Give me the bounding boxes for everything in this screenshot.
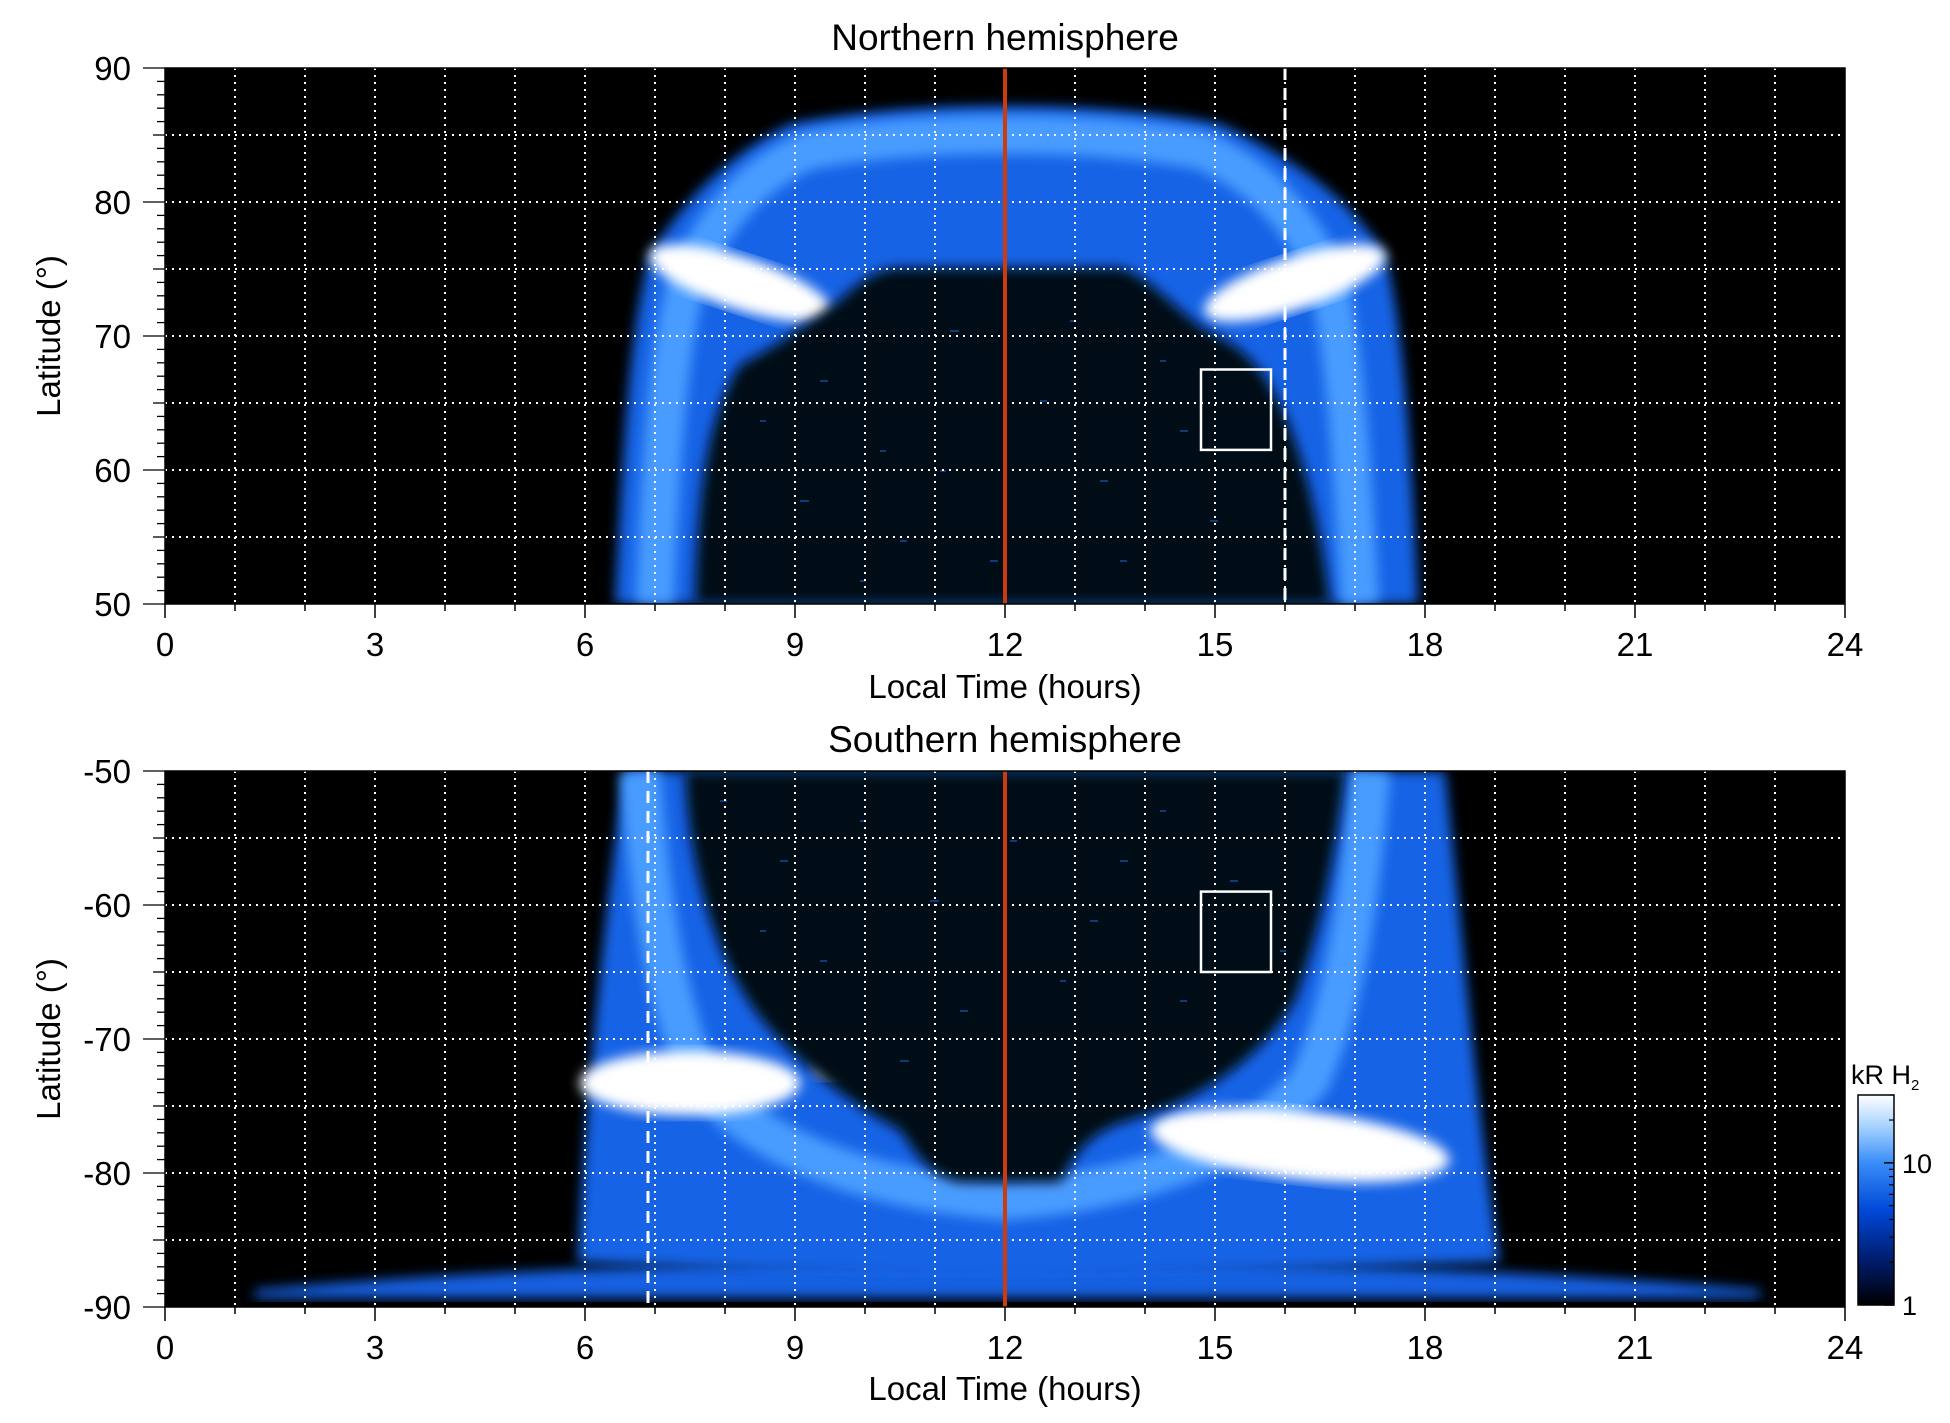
x-tick-label: 15: [1197, 626, 1234, 663]
x-tick-label: 18: [1407, 626, 1444, 663]
north-axes: 0 3 6 9 12 15 18 21 24 50 60 70 80 90: [94, 50, 1863, 663]
y-tick-label: 70: [94, 318, 131, 355]
x-tick-label: 6: [576, 1329, 594, 1366]
x-tick-label: 12: [987, 1329, 1024, 1366]
x-tick-label: 9: [786, 626, 804, 663]
south-polar-band: [255, 1260, 1760, 1298]
y-tick-label: -70: [83, 1021, 131, 1058]
y-tick-label: -50: [83, 753, 131, 790]
south-title: Southern hemisphere: [828, 719, 1182, 760]
north-title: Northern hemisphere: [831, 17, 1179, 58]
south-core-noise: [720, 800, 1286, 1062]
x-tick-label: 18: [1407, 1329, 1444, 1366]
south-axes: 0 3 6 9 12 15 18 21 24 -50 -60 -70 -80 -90: [83, 753, 1863, 1366]
y-tick-label: 60: [94, 452, 131, 489]
x-tick-label: 6: [576, 626, 594, 663]
north-aurora-emission: [615, 106, 1418, 604]
north-panel: Northern hemisphere: [30, 17, 1863, 705]
region-box: [1199, 890, 1273, 974]
y-tick-label: 80: [94, 184, 131, 221]
x-tick-label: 0: [156, 1329, 174, 1366]
north-dark-core: [695, 268, 1330, 604]
y-tick-label: 90: [94, 50, 131, 87]
north-bright-arc-dawn: [649, 244, 831, 322]
y-tick-label: -80: [83, 1155, 131, 1192]
south-bright-arc-dusk: [1150, 1107, 1450, 1183]
x-tick-label: 3: [366, 626, 384, 663]
north-y-axis-label: Latitude (°): [30, 255, 67, 417]
colorbar-gradient: [1857, 1094, 1895, 1306]
south-x-axis-label: Local Time (hours): [868, 1370, 1141, 1407]
colorbar-tick-label: 10: [1902, 1149, 1932, 1179]
south-y-axis-label: Latitude (°): [30, 958, 67, 1120]
south-markers: [646, 771, 1273, 1307]
x-tick-label: 15: [1197, 1329, 1234, 1366]
y-tick-label: -90: [83, 1289, 131, 1326]
y-tick-label: -60: [83, 887, 131, 924]
x-tick-label: 24: [1827, 1329, 1864, 1366]
south-panel: Southern hemisphere: [30, 719, 1863, 1407]
x-tick-label: 3: [366, 1329, 384, 1366]
north-x-axis-label: Local Time (hours): [868, 668, 1141, 705]
south-bright-arc-dawn: [580, 1051, 800, 1115]
x-tick-label: 21: [1617, 1329, 1654, 1366]
x-tick-label: 24: [1827, 626, 1864, 663]
x-tick-label: 9: [786, 1329, 804, 1366]
colorbar-ticks: 1 10: [1884, 1094, 1932, 1321]
colorbar-label-subscript: 2: [1911, 1077, 1919, 1094]
y-tick-label: 50: [94, 586, 131, 623]
x-tick-label: 21: [1617, 626, 1654, 663]
region-box: [1199, 368, 1273, 452]
colorbar-label: kR H2: [1851, 1060, 1919, 1094]
north-bright-arc-dusk: [1204, 244, 1386, 322]
x-tick-label: 12: [987, 626, 1024, 663]
south-dark-core: [685, 771, 1345, 1182]
x-tick-label: 0: [156, 626, 174, 663]
colorbar-tick-label: 1: [1902, 1291, 1917, 1321]
colorbar: kR H2 1 10: [1851, 1060, 1932, 1321]
north-markers: [1003, 68, 1287, 604]
colorbar-label-main: kR H: [1851, 1060, 1911, 1090]
